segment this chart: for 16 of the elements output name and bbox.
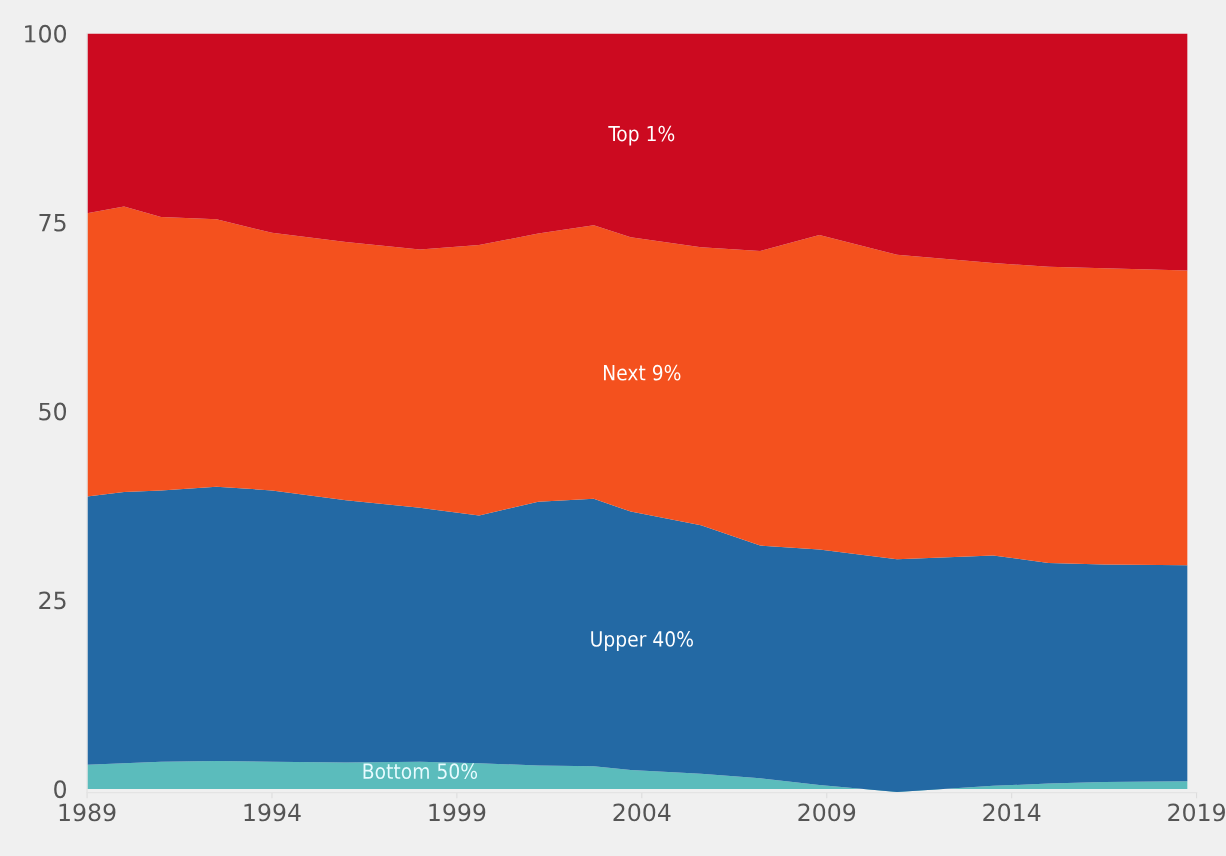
- series-label: Next 9%: [604, 364, 681, 381]
- x-tick-label: 2004: [613, 803, 671, 822]
- y-tick-label: 100: [25, 24, 67, 43]
- x-tick-label: 1994: [244, 803, 301, 822]
- x-tick-label: 1989: [59, 803, 116, 822]
- x-tick-label: 1999: [429, 803, 486, 822]
- x-tick-label: 2019: [1168, 803, 1225, 822]
- series-label: Bottom 50%: [363, 763, 478, 780]
- y-tick-label: 0: [54, 780, 67, 799]
- series-label: Upper 40%: [591, 631, 693, 651]
- x-tick-label: 2009: [798, 803, 856, 822]
- y-tick-label: 25: [39, 591, 66, 610]
- y-tick-label: 75: [39, 214, 66, 232]
- y-tick-label: 50: [39, 402, 67, 421]
- series-label: Top 1%: [608, 125, 675, 146]
- x-tick-label: 2014: [983, 803, 1041, 822]
